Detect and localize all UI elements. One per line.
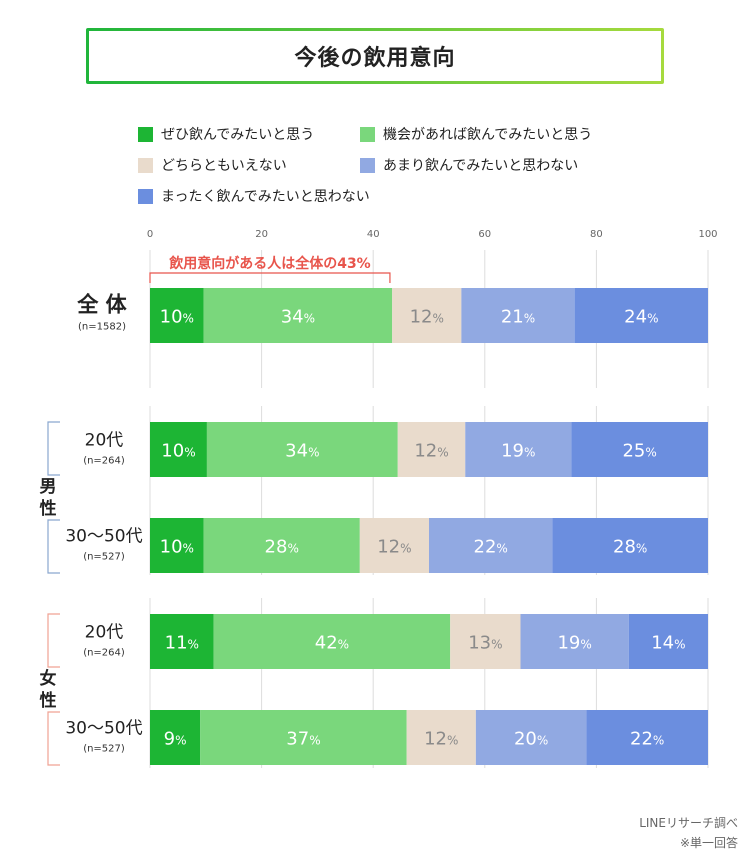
male-bracket-top [47, 421, 60, 476]
bar-segment [392, 288, 462, 343]
chart-title: 今後の飲用意向 [294, 46, 456, 71]
bar-segment [203, 288, 393, 343]
row-label: 全 体 [76, 293, 127, 317]
bar-segment [406, 710, 476, 765]
row-sample-size: (n=527) [83, 744, 125, 755]
male-group-label: 性 [40, 498, 57, 519]
bar-segment [628, 614, 708, 669]
legend-swatch [138, 126, 153, 142]
row-sample-size: (n=1582) [78, 322, 126, 333]
bar-segment [475, 710, 587, 765]
bar-segment [359, 518, 429, 573]
bar-segment [552, 518, 708, 573]
legend-swatch [360, 126, 375, 142]
legend-label: まったく飲んでみたいと思わない [161, 189, 370, 205]
row-label: 20代 [85, 623, 124, 643]
annotation-bracket [149, 272, 391, 283]
bar-segment [571, 422, 708, 477]
row-label: 20代 [85, 431, 124, 451]
legend-item-neutral: どちらともいえない [138, 155, 287, 175]
bar-value-label: 11% [165, 633, 199, 654]
bar-value-label: 13% [468, 633, 502, 654]
legend-swatch [138, 157, 153, 173]
bar-value-label: 25% [622, 441, 656, 462]
bar-value-label: 12% [414, 441, 448, 462]
bar-value-label: 12% [410, 307, 444, 328]
bar-segment [586, 710, 708, 765]
bar-value-label: 24% [624, 307, 658, 328]
bar-value-label: 42% [315, 633, 349, 654]
legend-item-not-at-all: まったく飲んでみたいと思わない [138, 186, 370, 206]
female-bracket-bottom [47, 711, 60, 766]
bar-value-label: 10% [161, 441, 195, 462]
bar-value-label: 19% [557, 633, 591, 654]
bar-segment [397, 422, 466, 477]
bar-value-label: 34% [285, 441, 319, 462]
bar-value-label: 12% [377, 537, 411, 558]
legend-label: どちらともいえない [161, 158, 287, 174]
x-tick-label: 100 [698, 229, 717, 240]
legend-label: ぜひ飲んでみたいと思う [161, 127, 315, 143]
bar-segment [150, 614, 214, 669]
legend-swatch [360, 157, 375, 173]
bar-value-label: 22% [474, 537, 508, 558]
bar-segment [200, 710, 407, 765]
male-bracket-bottom [47, 519, 60, 574]
bar-value-label: 28% [265, 537, 299, 558]
bar-value-label: 37% [286, 729, 320, 750]
legend-item-want-if-chance: 機会があれば飲んでみたいと思う [360, 124, 592, 144]
bar-segment [206, 422, 398, 477]
answer-type-note: ※単一回答 [679, 836, 738, 850]
bar-segment [461, 288, 575, 343]
bar-value-label: 9% [164, 729, 187, 750]
row-sample-size: (n=264) [83, 456, 125, 467]
legend-item-not-much: あまり飲んでみたいと思わない [360, 155, 578, 175]
bar-segment [429, 518, 553, 573]
x-tick-label: 20 [255, 229, 268, 240]
legend-label: あまり飲んでみたいと思わない [383, 158, 579, 174]
row-label: 30～50代 [65, 527, 142, 547]
bar-value-label: 10% [160, 307, 194, 328]
row-label: 30～50代 [65, 719, 142, 739]
x-tick-label: 40 [367, 229, 380, 240]
source-note: LINEリサーチ調べ [639, 816, 738, 830]
x-tick-label: 0 [147, 229, 153, 240]
bar-value-label: 10% [160, 537, 194, 558]
bar-segment [203, 518, 360, 573]
bar-segment [465, 422, 572, 477]
bar-segment [520, 614, 629, 669]
legend-label: 機会があれば飲んでみたいと思う [383, 127, 593, 143]
bar-value-label: 28% [613, 537, 647, 558]
x-tick-label: 60 [478, 229, 491, 240]
legend-swatch [138, 188, 153, 204]
row-sample-size: (n=527) [83, 552, 125, 563]
bar-value-label: 21% [501, 307, 535, 328]
bar-value-label: 34% [281, 307, 315, 328]
female-group-label: 女 [40, 668, 57, 689]
bar-value-label: 14% [651, 633, 685, 654]
bar-segment [150, 422, 207, 477]
bar-segment [150, 710, 201, 765]
annotation-text: 飲用意向がある人は全体の43% [168, 255, 371, 272]
female-bracket-top [47, 613, 60, 668]
bar-segment [213, 614, 451, 669]
row-sample-size: (n=264) [83, 648, 125, 659]
bar-value-label: 19% [501, 441, 535, 462]
bar-segment [450, 614, 521, 669]
bar-segment [150, 288, 204, 343]
bar-segment [150, 518, 204, 573]
bar-value-label: 12% [424, 729, 458, 750]
x-tick-label: 80 [590, 229, 603, 240]
bar-segment [574, 288, 708, 343]
bar-value-label: 20% [514, 729, 548, 750]
chart-title-box: 今後の飲用意向 [86, 28, 664, 84]
male-group-label: 男 [40, 477, 57, 497]
female-group-label: 性 [40, 690, 57, 711]
bar-value-label: 22% [630, 729, 664, 750]
legend-item-very-want: ぜひ飲んでみたいと思う [138, 124, 314, 144]
